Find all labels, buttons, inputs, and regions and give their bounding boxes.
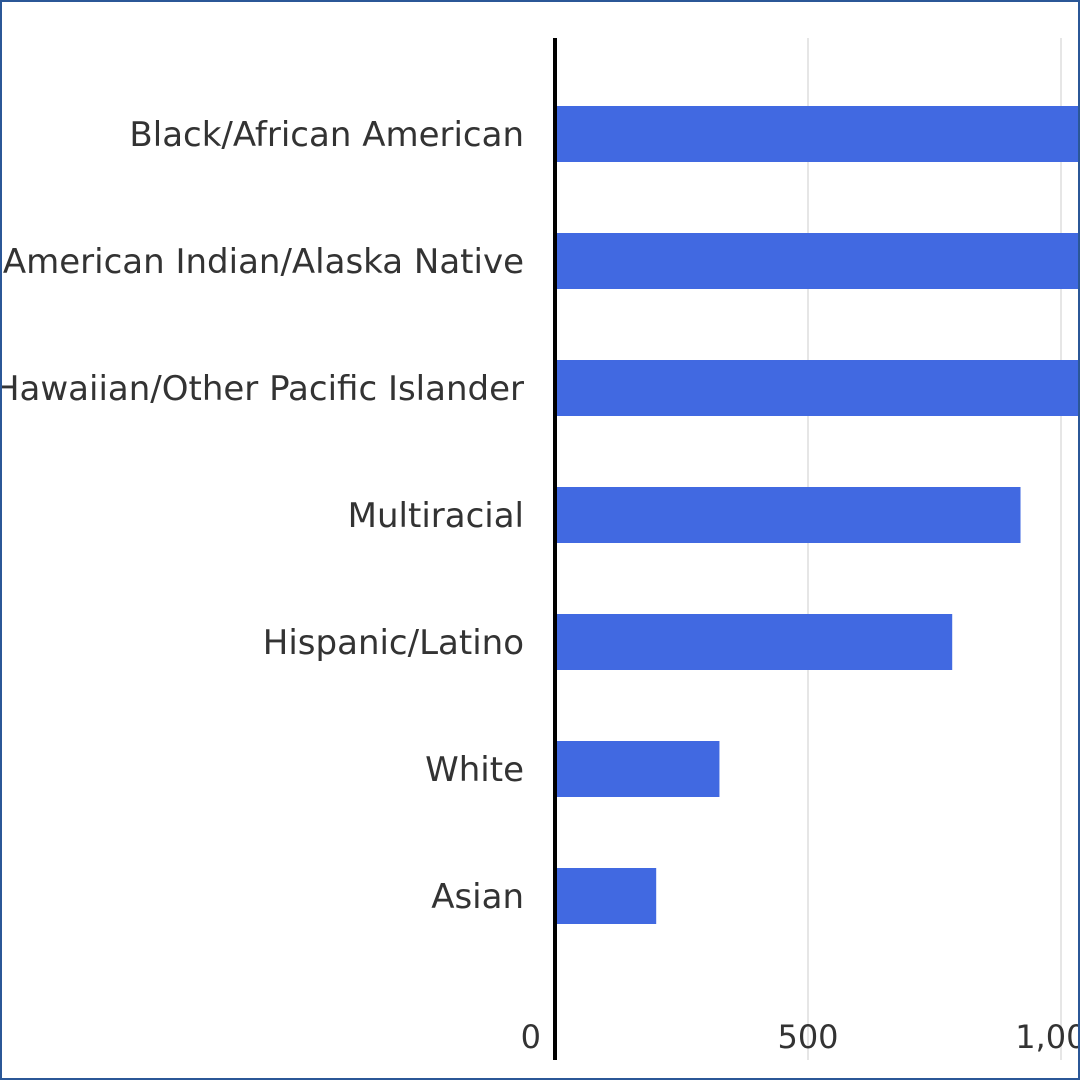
x-tick-label: 500: [777, 1018, 838, 1056]
x-tick-label: 0: [521, 1018, 541, 1056]
bar-black-african-american: [555, 106, 1078, 162]
category-label: Hispanic/Latino: [263, 623, 524, 663]
grid-layer: [807, 38, 1062, 1060]
bar-asian: [555, 868, 657, 924]
category-label: Black/African American: [129, 115, 524, 155]
category-label: American Indian/Alaska Native: [3, 242, 524, 282]
x-tick-label: 1,000: [1015, 1018, 1078, 1056]
bar-multiracial: [555, 487, 1021, 543]
category-label: Asian: [431, 877, 524, 917]
category-label-layer: Black/African American American Indian/Al…: [2, 115, 524, 917]
bar-hawaiian-other-pacific-islander: [555, 360, 1078, 416]
tick-label-layer: 0 500 1,000: [521, 1018, 1078, 1056]
category-label: Multiracial: [348, 496, 524, 536]
bar-white: [555, 741, 720, 797]
bar-layer: [555, 106, 1078, 924]
bar-american-indian-alaska-native: [555, 233, 1078, 289]
category-label: Hawaiian/Other Pacific Islander: [2, 369, 524, 409]
category-label: White: [425, 750, 524, 790]
bar-hispanic-latino: [555, 614, 953, 670]
